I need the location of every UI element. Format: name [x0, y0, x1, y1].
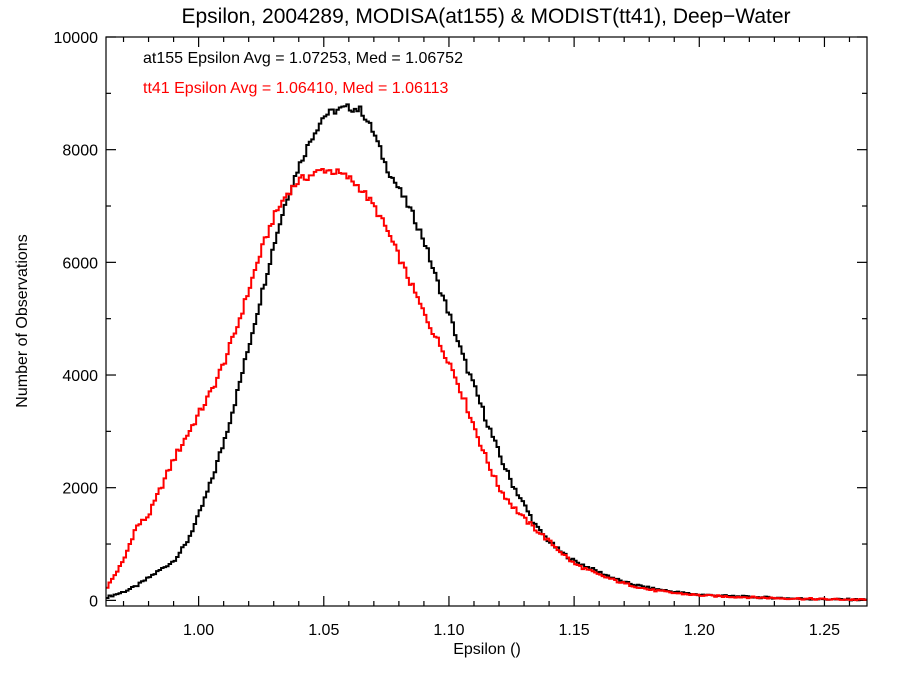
chart-title: Epsilon, 2004289, MODISA(at155) & MODIST… — [181, 5, 790, 28]
x-tick-label: 1.10 — [433, 622, 464, 639]
y-tick-label: 2000 — [62, 481, 98, 498]
y-tick-label: 0 — [89, 593, 98, 610]
y-tick-label: 6000 — [62, 255, 98, 272]
plot-frame — [105, 36, 868, 607]
series-layer — [106, 103, 867, 602]
y-tick-label: 8000 — [62, 143, 98, 160]
x-tick-label: 1.00 — [183, 622, 214, 639]
x-tick-label: 1.15 — [559, 622, 590, 639]
x-tick-label: 1.05 — [308, 622, 339, 639]
x-tick-label: 1.20 — [684, 622, 715, 639]
ticks-layer: 1.00 1.05 1.10 1.15 1.20 1.25 0 2000 4000 6000 800… — [54, 30, 867, 639]
series-line-at155 — [106, 103, 867, 602]
x-axis-label: Epsilon () — [453, 641, 521, 658]
annotation-tt41: tt41 Epsilon Avg = 1.06410, Med = 1.0611… — [143, 80, 449, 97]
series-line-tt41 — [106, 168, 867, 602]
annotation-at155: at155 Epsilon Avg = 1.07253, Med = 1.067… — [143, 50, 463, 67]
y-tick-label: 4000 — [62, 368, 98, 385]
y-axis-label: Number of Observations — [14, 234, 31, 407]
x-tick-label: 1.25 — [809, 622, 840, 639]
y-tick-label: 10000 — [54, 30, 99, 47]
